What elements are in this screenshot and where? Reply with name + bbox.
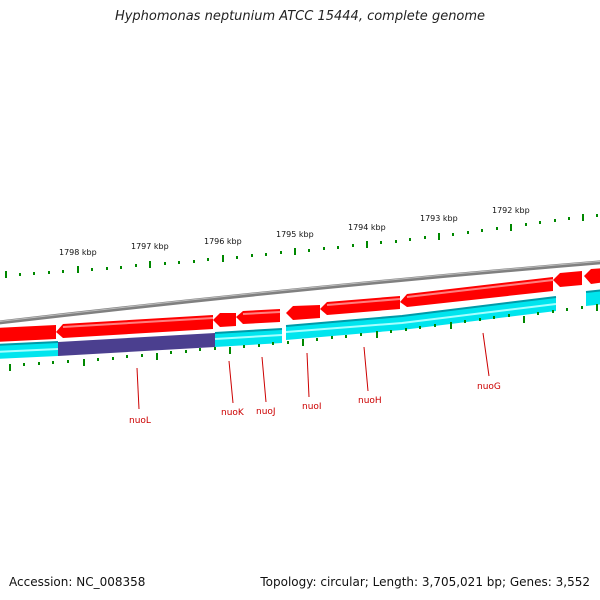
feature-arrow — [0, 325, 56, 342]
feature-arrow — [236, 309, 280, 324]
feature-edge — [0, 289, 600, 346]
ruler-labels: 1798 kbp 1797 kbp 1796 kbp 1795 kbp 1794… — [59, 206, 530, 257]
genome-summary-text: Topology: circular; Length: 3,705,021 bp… — [260, 575, 590, 589]
leader-line — [136, 367, 140, 410]
genome-backbone — [0, 260, 600, 325]
gene-label-nuoG: nuoG — [477, 382, 501, 392]
kbp-label: 1794 kbp — [348, 223, 386, 232]
map-title: Hyphomonas neptunium ATCC 15444, complet… — [114, 9, 486, 24]
feature-shine — [0, 303, 557, 353]
feature-block — [58, 333, 215, 356]
kbp-label: 1798 kbp — [59, 248, 97, 257]
gene-label-nuoI: nuoI — [302, 402, 322, 412]
accession-text: Accession: NC_008358 — [9, 575, 146, 589]
kbp-label: 1792 kbp — [492, 206, 530, 215]
feature-arrow — [584, 268, 600, 284]
gene-labels: nuoL nuoK nuoJ nuoI nuoH nuoG — [129, 382, 501, 426]
leader-line — [306, 352, 310, 398]
kbp-label: 1796 kbp — [204, 237, 242, 246]
gene-label-nuoL: nuoL — [129, 416, 151, 426]
forward-strand-features — [0, 268, 600, 342]
leader-line — [363, 346, 369, 392]
reverse-strand-features — [0, 289, 600, 359]
gene-label-nuoK: nuoK — [221, 408, 245, 418]
feature-shine — [62, 279, 554, 328]
feature-block — [586, 290, 600, 306]
feature-arrow — [213, 313, 236, 327]
kbp-label: 1795 kbp — [276, 230, 314, 239]
minor-ticks — [19, 214, 598, 276]
genome-backbone-highlight — [0, 260, 600, 322]
kbp-label: 1797 kbp — [131, 242, 169, 251]
gene-label-nuoH: nuoH — [358, 396, 382, 406]
inner-ruler — [9, 304, 598, 371]
leader-line — [482, 332, 490, 377]
outer-ruler — [5, 214, 598, 278]
gene-leaders — [136, 332, 490, 410]
leader-line — [261, 356, 267, 403]
kbp-label: 1793 kbp — [420, 214, 458, 223]
gene-label-nuoJ: nuoJ — [256, 407, 276, 417]
feature-arrow — [286, 305, 320, 320]
feature-arrow — [553, 271, 582, 287]
leader-line — [228, 360, 234, 404]
